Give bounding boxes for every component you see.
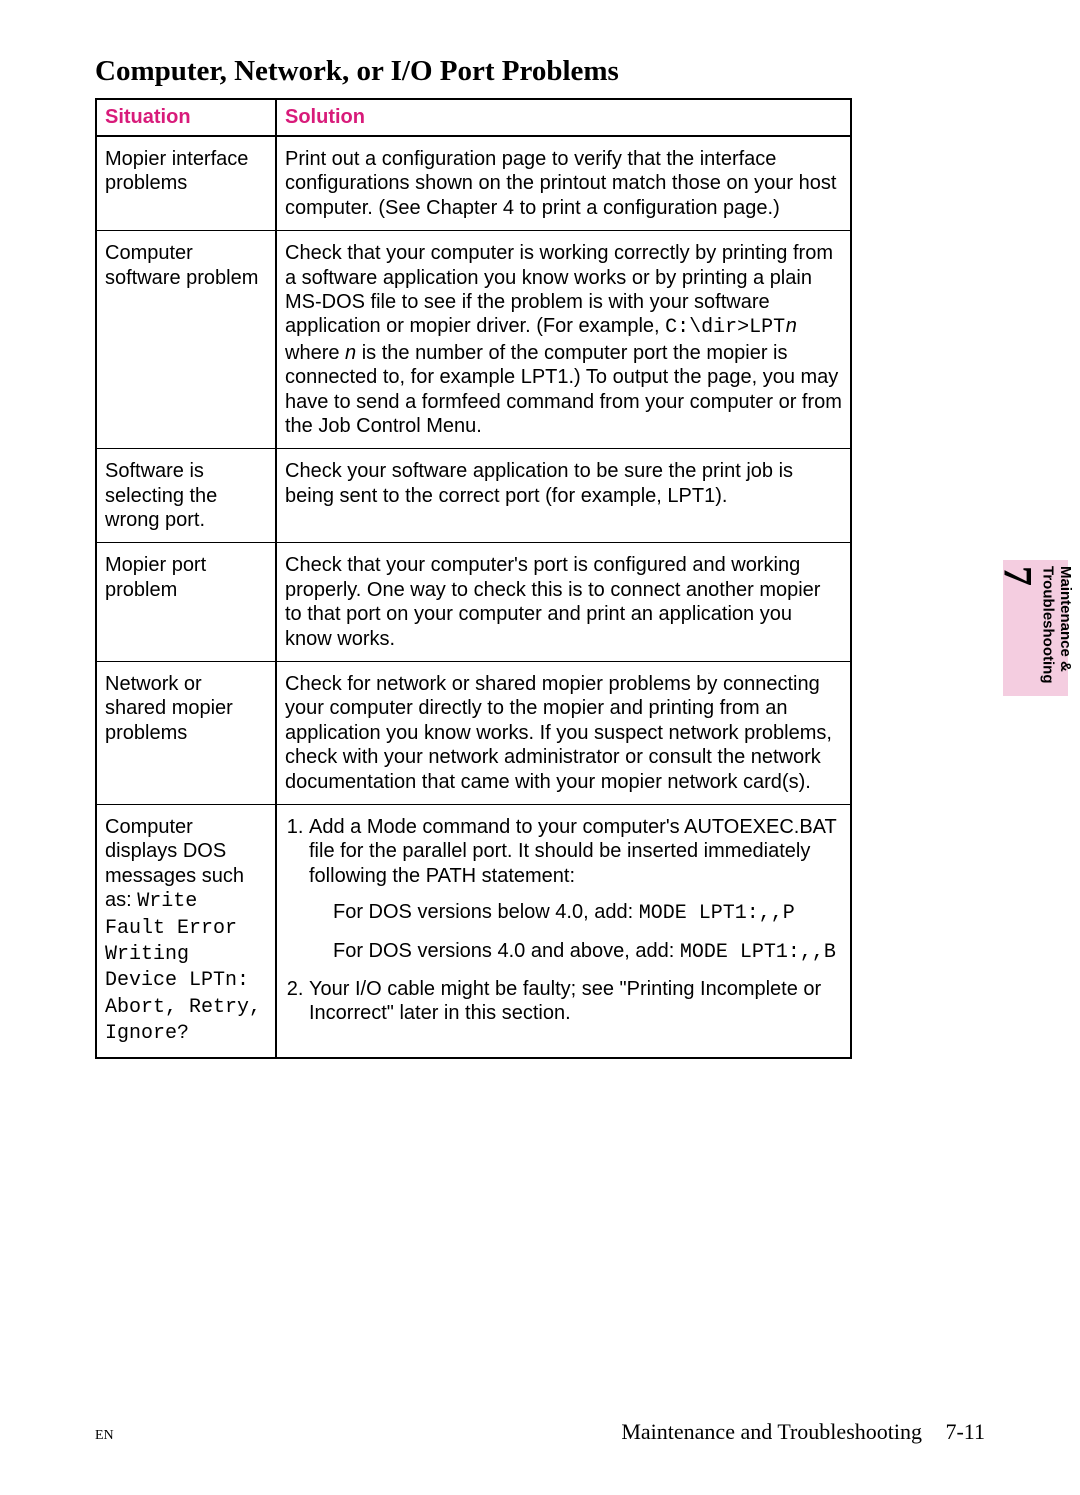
situation-cell: Mopier port problem <box>96 543 276 662</box>
solution-cell: Check for network or shared mopier probl… <box>276 662 851 805</box>
tab-line: Troubleshooting <box>1040 566 1057 684</box>
code-text: n <box>785 316 797 339</box>
page-number: 7-11 <box>945 1419 985 1444</box>
text: n <box>345 342 356 364</box>
solution-cell: Check that your computer's port is confi… <box>276 543 851 662</box>
list-item: Your I/O cable might be faulty; see "Pri… <box>309 977 842 1026</box>
text: For DOS versions 4.0 and above, add: <box>333 940 680 962</box>
tab-line: Maintenance & <box>1057 566 1074 672</box>
table-row: Mopier interface problems Print out a co… <box>96 136 851 231</box>
table-row: Computer software problem Check that you… <box>96 231 851 449</box>
problems-table: Situation Solution Mopier interface prob… <box>95 98 852 1059</box>
code-text: MODE LPT1:,,P <box>639 902 795 925</box>
code-text: C:\dir>LPT <box>665 316 785 339</box>
section-title: Computer, Network, or I/O Port Problems <box>95 55 985 88</box>
text: is the number of the computer port the m… <box>285 342 842 437</box>
list-item: Add a Mode command to your computer's AU… <box>309 815 842 965</box>
footer-section: Maintenance and Troubleshooting <box>621 1419 922 1444</box>
situation-cell: Mopier interface problems <box>96 136 276 231</box>
text: where <box>285 342 345 364</box>
page-footer: EN Maintenance and Troubleshooting 7-11 <box>95 1419 985 1445</box>
col-header-situation: Situation <box>96 99 276 136</box>
text: For DOS versions below 4.0, add: <box>333 901 639 923</box>
solution-cell: Check your software application to be su… <box>276 449 851 543</box>
chapter-tab: 7 Maintenance & Troubleshooting <box>1003 560 1068 696</box>
table-row: Software is selecting the wrong port. Ch… <box>96 449 851 543</box>
col-header-solution: Solution <box>276 99 851 136</box>
solution-cell: Print out a configuration page to verify… <box>276 136 851 231</box>
code-text: Write Fault Error Writing Device LPTn: A… <box>105 890 261 1045</box>
footer-left: EN <box>95 1428 114 1444</box>
table-row: Network or shared mopier problems Check … <box>96 662 851 805</box>
code-text: MODE LPT1:,,B <box>680 941 836 964</box>
situation-cell: Software is selecting the wrong port. <box>96 449 276 543</box>
solution-cell: Check that your computer is working corr… <box>276 231 851 449</box>
text: Add a Mode command to your computer's AU… <box>309 816 836 887</box>
situation-cell: Computer software problem <box>96 231 276 449</box>
chapter-number: 7 <box>997 566 1037 684</box>
situation-cell: Network or shared mopier problems <box>96 662 276 805</box>
solution-cell: Add a Mode command to your computer's AU… <box>276 804 851 1057</box>
table-row: Mopier port problem Check that your comp… <box>96 543 851 662</box>
table-row: Computer displays DOS messages such as: … <box>96 804 851 1057</box>
situation-cell: Computer displays DOS messages such as: … <box>96 804 276 1057</box>
